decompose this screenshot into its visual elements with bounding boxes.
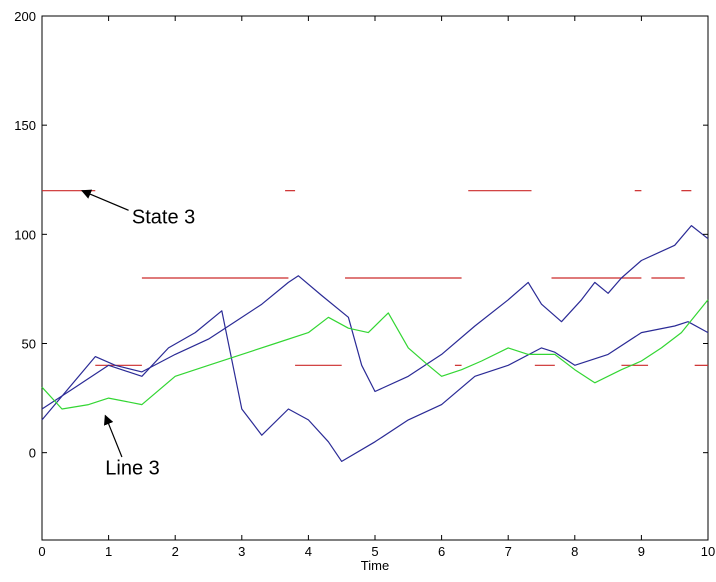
x-tick-label: 0 — [38, 544, 45, 559]
y-tick-label: 200 — [14, 9, 36, 24]
series-line-3 — [41, 299, 709, 410]
annotation-label: State 3 — [132, 206, 195, 228]
x-tick-label: 10 — [701, 544, 715, 559]
x-tick-label: 1 — [105, 544, 112, 559]
x-tick-label: 5 — [371, 544, 378, 559]
x-tick-label: 4 — [305, 544, 312, 559]
series-line-1 — [41, 225, 709, 421]
annotation-label: Line 3 — [105, 458, 159, 480]
y-tick-label: 100 — [14, 227, 36, 242]
x-tick-label: 9 — [638, 544, 645, 559]
annotation-arrow — [81, 189, 129, 211]
x-tick-label: 2 — [172, 544, 179, 559]
x-tick-label: 3 — [238, 544, 245, 559]
annotations: State 3 Line 3 — [81, 189, 195, 480]
y-tick-label: 150 — [14, 118, 36, 133]
x-tick-label: 8 — [571, 544, 578, 559]
x-tick-label: 6 — [438, 544, 445, 559]
y-tick-label: 0 — [29, 446, 36, 461]
y-tick-label: 50 — [22, 337, 36, 352]
series-lines — [41, 225, 709, 462]
series-line-2 — [41, 310, 709, 462]
x-axis-title: Time — [361, 558, 389, 573]
annotation-arrow — [103, 414, 123, 458]
x-tick-label: 7 — [505, 544, 512, 559]
